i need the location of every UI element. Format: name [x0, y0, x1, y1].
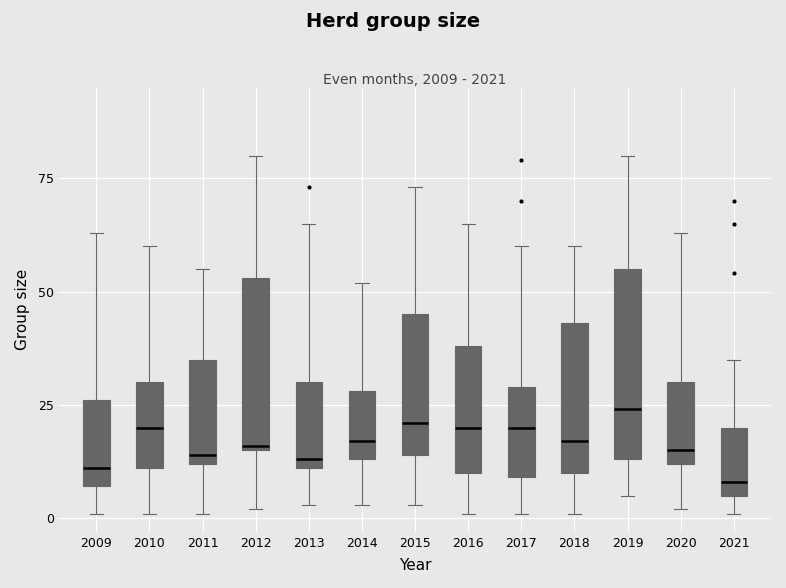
- PathPatch shape: [508, 387, 534, 477]
- PathPatch shape: [296, 382, 322, 469]
- PathPatch shape: [189, 360, 216, 464]
- PathPatch shape: [242, 278, 269, 450]
- X-axis label: Year: Year: [399, 558, 432, 573]
- PathPatch shape: [349, 392, 375, 459]
- PathPatch shape: [136, 382, 163, 469]
- PathPatch shape: [402, 314, 428, 455]
- Title: Even months, 2009 - 2021: Even months, 2009 - 2021: [323, 72, 507, 86]
- PathPatch shape: [667, 382, 694, 464]
- PathPatch shape: [83, 400, 110, 486]
- PathPatch shape: [721, 427, 747, 496]
- PathPatch shape: [615, 269, 641, 459]
- PathPatch shape: [455, 346, 482, 473]
- Y-axis label: Group size: Group size: [15, 269, 30, 350]
- PathPatch shape: [561, 323, 588, 473]
- Text: Herd group size: Herd group size: [306, 12, 480, 31]
